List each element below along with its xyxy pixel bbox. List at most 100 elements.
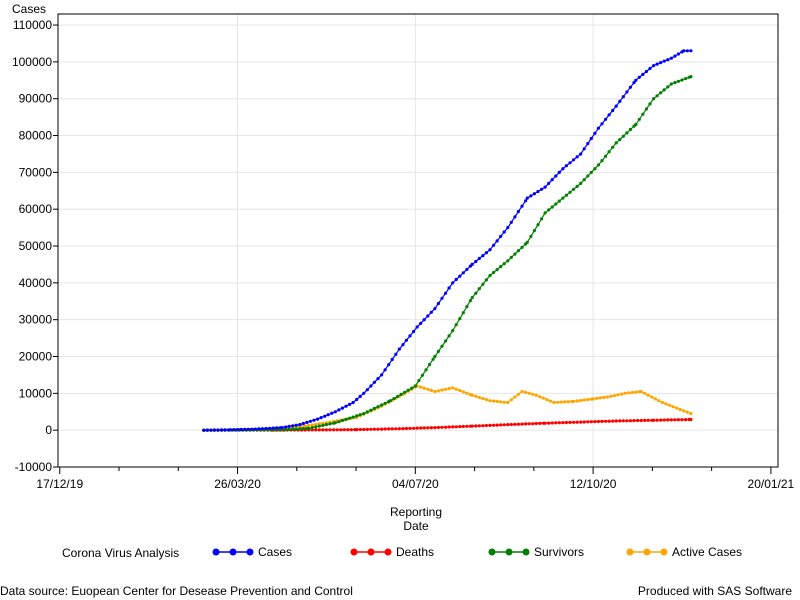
data-point [564,164,569,168]
data-point [440,344,444,348]
data-point [351,400,355,405]
data-point [365,427,369,431]
data-point [499,234,503,238]
data-point [641,112,645,116]
data-point [314,425,318,429]
legend-item: Cases [212,545,292,559]
data-point [264,426,268,431]
software-footnote: Produced with SAS Software [637,584,792,598]
data-point [579,398,583,403]
data-point [470,262,474,266]
data-point [337,408,341,412]
data-point [596,419,601,424]
data-point [294,423,298,427]
data-point [655,62,659,66]
data-point [614,141,618,145]
data-point [444,425,448,429]
data-point [495,239,499,243]
series-line [203,76,692,431]
data-point [602,395,606,400]
data-point [436,301,440,306]
data-point [529,194,533,198]
data-point [548,399,553,403]
data-point [484,423,488,428]
data-point [433,389,437,394]
data-point [376,377,380,381]
data-point [246,427,250,431]
data-point [650,395,654,399]
data-point [376,405,380,409]
data-point [513,395,517,399]
data-point [666,58,670,62]
data-point [436,349,440,353]
data-point [568,161,572,165]
data-point [388,399,392,403]
data-point [495,268,499,272]
data-point [477,287,481,291]
data-point [383,427,387,431]
data-point [365,410,369,414]
data-point [440,296,444,300]
data-point [477,424,481,428]
data-point [557,170,561,174]
data-point [527,422,531,426]
data-point [417,379,421,383]
data-point [676,79,681,83]
data-point [614,419,618,423]
data-point [340,418,344,423]
y-tick-label: 90000 [19,92,53,106]
data-point [543,185,547,189]
data-point [637,75,641,79]
data-point [525,196,529,200]
data-point [652,64,656,68]
data-point [657,399,661,403]
data-point [502,230,506,234]
data-point [506,400,510,405]
data-point [564,420,569,425]
data-point [324,428,328,432]
data-point [348,416,352,420]
x-tick-label: 04/07/20 [392,477,439,491]
data-point [579,420,583,424]
data-point [461,424,465,429]
data-point [362,427,366,432]
data-point [652,418,656,422]
data-point [520,422,524,426]
data-point [461,271,465,275]
data-point [408,334,412,338]
data-point [563,400,567,404]
data-point [310,428,314,432]
data-point [390,357,394,362]
data-point [268,426,272,430]
data-point [589,170,593,174]
y-tick-label: 70000 [19,165,53,179]
data-point [436,389,440,393]
data-point [303,424,307,428]
data-point [312,418,316,422]
data-point [636,418,640,423]
data-point [412,426,416,430]
y-tick-label: 10000 [19,386,53,400]
data-point [673,81,677,85]
data-point [684,77,688,81]
data-point [525,240,529,244]
data-point [444,339,448,343]
data-point [552,400,556,405]
data-point [317,428,321,432]
data-point [513,252,517,256]
data-point [682,49,686,53]
data-point [531,392,535,396]
data-point [223,428,227,432]
data-point [372,380,376,384]
data-point [321,428,325,432]
data-point [426,314,430,318]
data-point [333,410,337,414]
data-point [492,399,496,403]
data-point [458,425,462,429]
data-point [676,52,681,56]
data-point [673,418,677,422]
data-point [257,427,261,431]
data-point [410,386,414,390]
data-point [520,204,524,208]
data-point [593,420,597,424]
